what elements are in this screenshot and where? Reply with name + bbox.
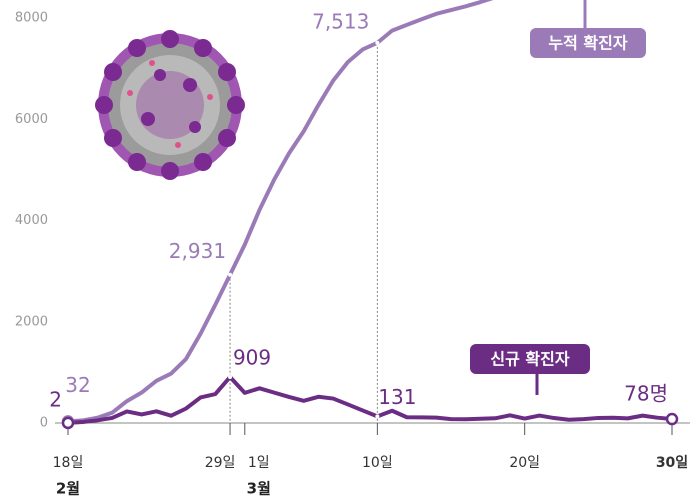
series-line (67, 375, 673, 425)
legend-box (470, 344, 590, 374)
legend-label: 누적 확진자 (548, 34, 627, 53)
data-label: 131 (378, 385, 416, 409)
point (665, 412, 679, 426)
point (61, 416, 75, 430)
point (228, 272, 233, 277)
x-tick-label: 10일 (362, 455, 393, 471)
legend-box (530, 28, 646, 58)
y-tick-label: 8000 (15, 11, 48, 26)
point (375, 40, 380, 45)
x-tick-label: 1일 (248, 455, 270, 471)
y-tick-label: 4000 (15, 213, 48, 228)
series-line (67, 0, 494, 424)
virus-illustration (95, 30, 245, 180)
data-label: 909 (233, 346, 271, 370)
month-label: 2월 (56, 480, 80, 498)
data-label: 2,931 (169, 239, 226, 263)
y-tick-label: 2000 (15, 314, 48, 329)
y-tick-label: 0 (40, 416, 48, 431)
data-label: 78명 (624, 382, 668, 406)
data-label: 7,513 (312, 9, 369, 33)
point (375, 414, 380, 419)
data-label: 2 (49, 387, 62, 411)
x-tick-label: 20일 (509, 455, 540, 471)
x-tick-label: 29일 (205, 455, 236, 471)
y-tick-label: 6000 (15, 112, 48, 127)
x-tick-label: 18일 (53, 455, 84, 471)
x-tick-label: 30일 (656, 455, 688, 471)
legend-label: 신규 확진자 (490, 350, 569, 369)
month-label: 3월 (247, 480, 271, 498)
plot-area (67, 0, 673, 425)
data-label: 32 (65, 373, 90, 397)
point (228, 375, 233, 380)
